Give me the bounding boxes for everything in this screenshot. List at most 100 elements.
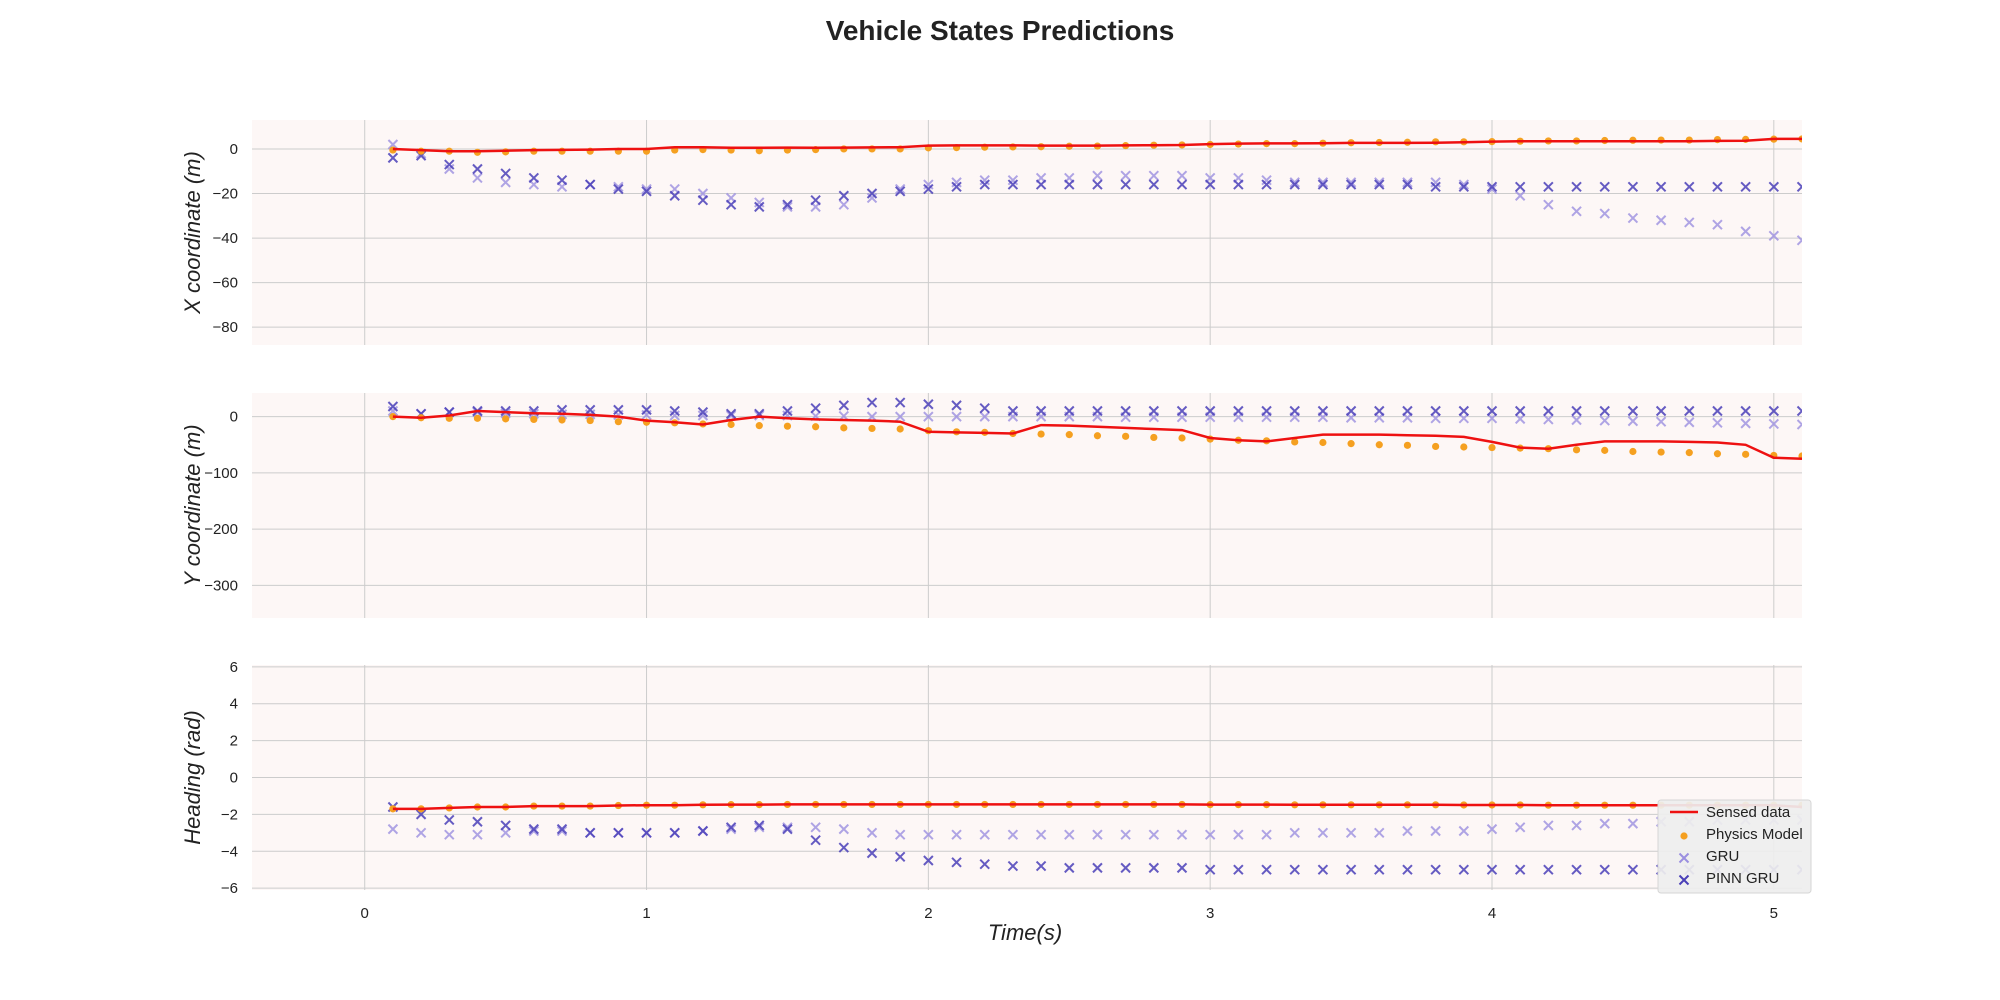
pinn-gru-point [1374,405,1385,417]
legend-label: Physics Model [1706,826,1803,843]
pinn-gru-point [810,834,821,846]
pinn-gru-point [1064,179,1075,190]
pinn-gru-point [641,404,652,416]
pinn-gru-point [923,855,934,866]
pinn-gru-point [1543,405,1554,417]
pinn-gru-point [472,816,483,827]
plot-area [252,120,1802,345]
physics-model-point [558,416,566,424]
gru-point [1064,829,1075,840]
gru-point [894,411,906,422]
pinn-gru-point [1204,864,1216,875]
pinn-gru-point [951,400,962,411]
physics-model-point [473,414,482,422]
x-tick-label: 4 [1488,905,1496,922]
pinn-gru-point [1684,181,1695,193]
pinn-gru-point [1684,405,1695,417]
gru-point [979,829,990,840]
y-tick-label: 0 [230,141,238,158]
pinn-gru-point [415,809,427,820]
physics-model-point [1685,449,1693,457]
physics-model-point [1122,432,1130,440]
gru-point [1402,825,1413,837]
pinn-gru-point [387,152,399,164]
pinn-gru-point [1204,405,1216,417]
physics-model-point [1460,443,1468,451]
gru-point [500,177,511,188]
physics-model-point [586,416,594,425]
pinn-gru-point [1007,405,1019,417]
gru-point [415,827,427,839]
legend-pinn-gru-marker [1678,874,1690,886]
pinn-gru-point [979,858,990,870]
physics-model-point [1742,450,1750,458]
gru-point [1684,417,1695,428]
pinn-gru-point [1035,860,1047,872]
pinn-gru-point [979,402,990,414]
series-layer [387,135,1802,246]
pinn-gru-point [556,174,568,186]
gru-point [528,825,540,837]
pinn-gru-point [584,827,596,839]
sensed-data-line [392,137,1802,153]
gru-point [866,192,878,204]
pinn-gru-point [1345,405,1357,417]
gru-point [1571,414,1582,426]
gru-point [979,174,990,186]
pinn-gru-point [1571,405,1582,417]
pinn-gru-point [782,199,793,210]
x-tick-label: 0 [361,905,369,922]
pinn-gru-point [1204,179,1216,190]
gru-point [894,829,906,840]
gru-point [1486,183,1498,195]
gru-point [951,829,962,840]
gru-point [1007,174,1019,186]
pinn-gru-point [1007,860,1019,872]
pinn-gru-point [1712,405,1723,417]
gru-point [472,172,483,184]
pinn-gru-point [866,397,878,408]
pinn-gru-point [1458,864,1470,875]
y-tick-label: 0 [230,409,238,426]
physics-model-point [727,420,735,429]
gru-point [1627,818,1639,829]
x-tick-label: 5 [1770,905,1778,922]
gru-point [1402,177,1413,188]
physics-model-point [614,418,622,426]
pinn-gru-point [528,172,540,184]
gru-point [1148,170,1160,181]
pinn-gru-point [1571,181,1582,193]
pinn-gru-point [1740,181,1751,193]
pinn-gru-point [1627,864,1639,875]
gru-point [697,410,709,421]
gru-point [725,823,737,835]
gru-point [1514,413,1526,425]
pinn-gru-point [923,399,934,410]
pinn-gru-point [1430,864,1441,875]
physics-model-point [1375,441,1383,449]
physics-model-point [1488,443,1496,452]
gru-point [1571,820,1582,831]
gru-point [1317,177,1329,188]
pinn-gru-point [725,408,737,420]
pinn-gru-point [641,827,652,839]
pinn-gru-point [1514,181,1526,193]
gru-point [923,411,934,422]
gru-point [1204,829,1216,840]
pinn-gru-point [1627,181,1639,193]
sensed-data-line [392,409,1802,461]
subplots: 0−20−40−60−80X coordinate (m)0−100−200−3… [180,120,1802,922]
pinn-gru-point [669,190,680,201]
physics-model-point [1403,441,1412,449]
y-tick-label: −20 [213,186,238,203]
pinn-gru-point [584,404,596,416]
pinn-gru-point [1514,405,1526,417]
pinn-gru-point [1599,864,1610,875]
pinn-gru-point [1458,181,1470,193]
pinn-gru-point [1176,179,1188,190]
pinn-gru-point [641,186,652,197]
gru-point [1571,206,1582,217]
pinn-gru-point [894,397,906,408]
gru-point [1655,215,1667,226]
pinn-gru-point [1317,864,1329,875]
